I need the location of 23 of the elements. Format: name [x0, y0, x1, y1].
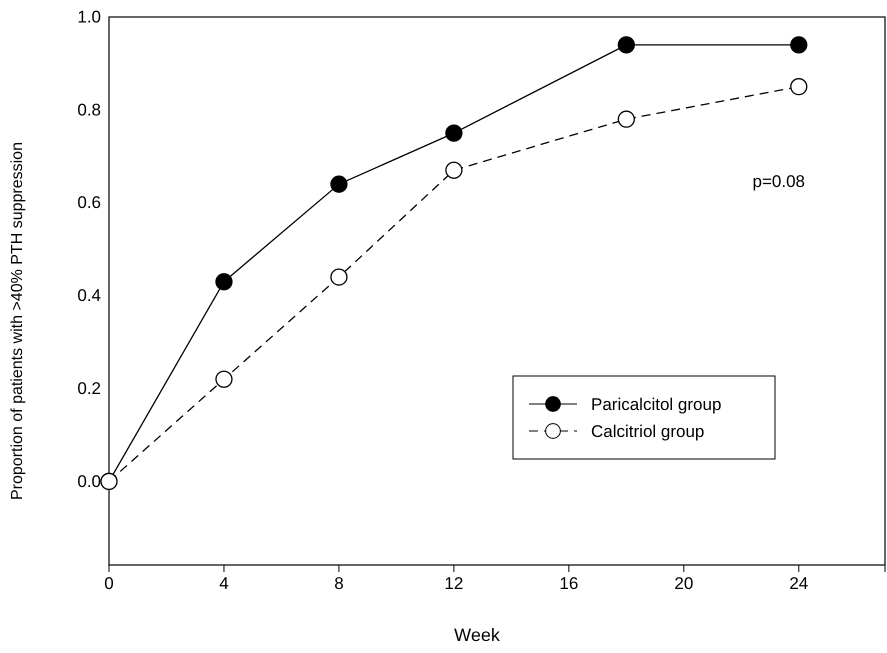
- y-tick-label: 1.0: [77, 7, 101, 26]
- y-tick-label: 0.0: [77, 472, 101, 491]
- point: [215, 273, 233, 290]
- x-tick-label: 4: [219, 574, 229, 594]
- point: [618, 36, 635, 54]
- point: [445, 124, 463, 142]
- x-tick-label: 24: [789, 574, 808, 594]
- legend-label: Paricalcitol group: [591, 395, 722, 414]
- legend-label: Calcitriol group: [591, 422, 704, 441]
- annotation: p=0.08: [752, 172, 805, 191]
- x-tick-label: 16: [559, 574, 578, 594]
- x-tick-label: 12: [444, 574, 464, 594]
- y-tick-label: 0.8: [77, 100, 101, 120]
- point: [330, 176, 348, 193]
- point: [790, 36, 808, 54]
- x-tick-label: 8: [334, 574, 344, 594]
- x-axis-title: Week: [454, 625, 501, 645]
- x-tick-label: 0: [104, 574, 114, 594]
- y-tick-label: 0.4: [77, 286, 101, 306]
- y-tick-label: 0.2: [77, 378, 101, 398]
- y-tick-label: 0.6: [77, 193, 101, 212]
- x-tick-label: 20: [674, 574, 694, 594]
- y-axis-title: Proportion of patients with >40% PTH suppression: [9, 142, 26, 500]
